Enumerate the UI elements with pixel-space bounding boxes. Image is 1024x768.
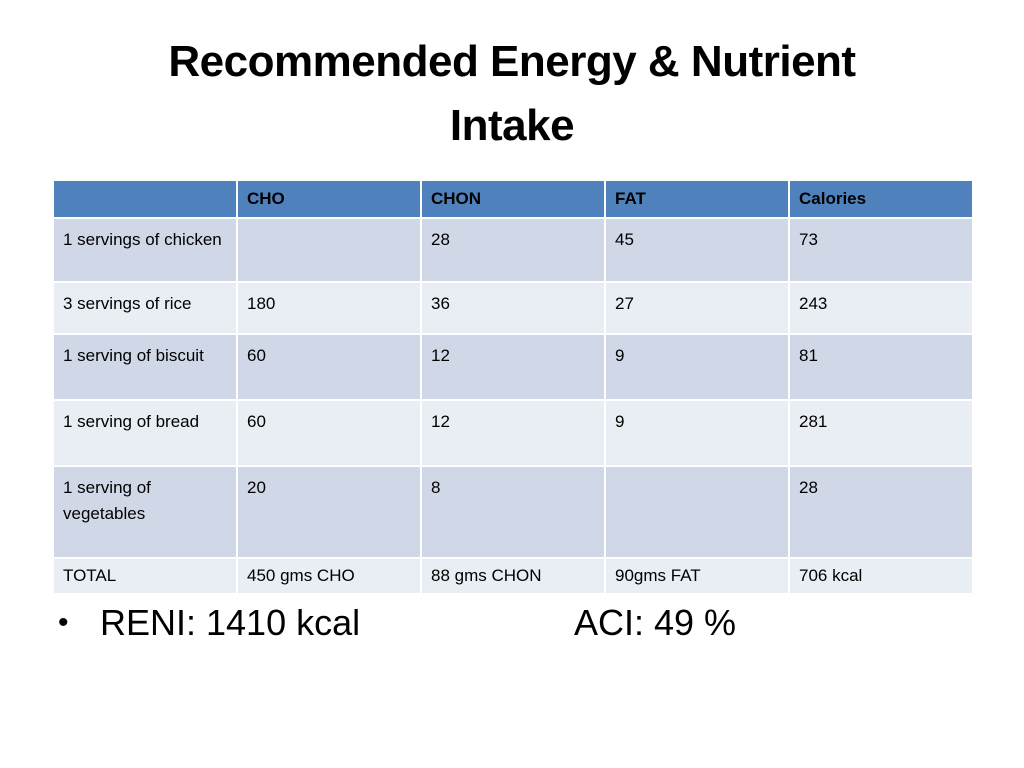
slide-title-line-2: Intake [449,101,575,150]
table-row: 1 servings of chicken 28 45 73 [52,217,974,283]
cho-cell: 180 [236,281,422,335]
chon-cell: 12 [420,399,606,467]
header-cell-chon: CHON [420,179,606,219]
fat-cell: 9 [604,333,790,401]
cho-cell: 20 [236,465,422,559]
cho-cell: 60 [236,333,422,401]
cho-cell [236,217,422,283]
fat-cell: 27 [604,281,790,335]
table-row: 1 serving of bread 60 12 9 281 [52,399,974,467]
food-item-cell: 1 serving of biscuit [52,333,238,401]
chon-cell: 36 [420,281,606,335]
total-cho-cell: 450 gms CHO [236,557,422,595]
header-cell-calories: Calories [788,179,974,219]
fat-cell [604,465,790,559]
aci-value: ACI: 49 % [574,602,737,643]
chon-cell: 12 [420,333,606,401]
chon-cell: 28 [420,217,606,283]
chon-cell: 8 [420,465,606,559]
summary-bullet: • RENI: 1410 kcal ACI: 49 % [58,598,958,648]
table-row: 3 servings of rice 180 36 27 243 [52,281,974,335]
bullet-dot-icon: • [58,606,69,639]
header-cell-blank [52,179,238,219]
food-item-cell: 1 serving of vegetables [52,465,238,559]
table-row: 1 serving of vegetables 20 8 28 [52,465,974,559]
food-item-cell: 1 servings of chicken [52,217,238,283]
total-calories-cell: 706 kcal [788,557,974,595]
calories-cell: 73 [788,217,974,283]
total-chon-cell: 88 gms CHON [420,557,606,595]
slide-title: Recommended Energy & Nutrient Intake [80,30,944,158]
slide-title-line-1: Recommended Energy & Nutrient [168,37,856,86]
food-item-cell: 3 servings of rice [52,281,238,335]
table-header-row: CHO CHON FAT Calories [52,179,974,219]
header-cell-cho: CHO [236,179,422,219]
reni-value: RENI: 1410 kcal [100,602,361,643]
table-total-row: TOTAL 450 gms CHO 88 gms CHON 90gms FAT … [52,557,974,595]
cho-cell: 60 [236,399,422,467]
nutrient-table: CHO CHON FAT Calories 1 servings of chic… [52,179,974,595]
table-row: 1 serving of biscuit 60 12 9 81 [52,333,974,401]
calories-cell: 81 [788,333,974,401]
calories-cell: 243 [788,281,974,335]
fat-cell: 45 [604,217,790,283]
fat-cell: 9 [604,399,790,467]
total-fat-cell: 90gms FAT [604,557,790,595]
header-cell-fat: FAT [604,179,790,219]
food-item-cell: 1 serving of bread [52,399,238,467]
calories-cell: 28 [788,465,974,559]
total-label-cell: TOTAL [52,557,238,595]
calories-cell: 281 [788,399,974,467]
